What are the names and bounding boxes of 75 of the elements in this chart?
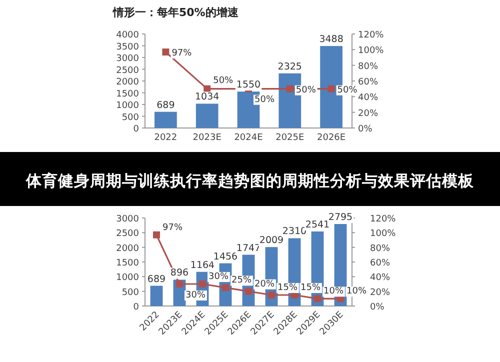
point [245,288,252,295]
y2-tick-label: 80% [370,244,390,254]
data-label: 1747 [236,242,261,254]
point [314,295,321,302]
y2-tick-label: 100% [370,229,396,240]
y-tick-label: 500 [122,112,140,123]
x-tick-label: 2022 [154,133,178,143]
y-tick-label: 2500 [116,66,140,76]
y-tick-label: 0 [133,124,140,134]
data-label: 97% [162,222,183,233]
data-label: 2795 [328,212,353,224]
y-tick-label: 3500 [116,42,140,52]
data-label: 10% [324,286,344,297]
y2-tick-label: 0% [370,302,385,312]
data-label: 3488 [319,34,344,46]
data-label: 15% [278,283,298,293]
y2-tick-label: 20% [358,108,378,119]
data-label: 50% [296,85,316,96]
point [176,280,183,288]
data-label: 2009 [259,235,284,246]
data-label: 97% [172,48,192,59]
bar [154,112,177,128]
y-tick-label: 1000 [116,273,140,284]
y-tick-label: 3000 [116,54,140,64]
data-label: 25% [232,276,252,286]
bar [196,104,218,128]
y2-tick-label: 40% [370,273,390,284]
point [153,231,160,238]
y2-tick-label: 80% [358,62,378,72]
data-label: 30% [186,290,206,300]
y2-tick-label: 100% [358,46,384,56]
y2-tick-label: 60% [370,258,390,268]
data-label: 689 [156,100,175,111]
point [222,284,229,292]
y-tick-label: 1500 [116,89,140,100]
y-tick-label: 1000 [116,101,140,111]
y-tick-label: 2000 [116,244,140,254]
y2-tick-label: 0% [358,124,373,134]
data-label: 1550 [236,80,261,91]
y2-tick-label: 20% [370,288,390,298]
y-tick-label: 3000 [116,214,140,224]
data-label: 50% [254,94,275,105]
y2-tick-label: 120% [370,214,396,224]
x-tick-label: 2025E [276,133,305,143]
bar [150,286,163,306]
data-label: 30% [208,272,229,282]
point [199,280,206,288]
y-tick-label: 2000 [116,78,140,88]
chart-title: 情形一：每年50%的增速 [112,6,240,19]
data-label: 50% [213,76,234,86]
data-label: 689 [147,274,166,285]
y2-tick-label: 60% [358,78,378,88]
data-label: 2310 [282,226,307,238]
y-tick-label: 1500 [116,258,140,268]
x-tick-label: 2024E [234,133,264,143]
point [268,292,275,298]
data-label: 896 [170,268,189,279]
x-tick-label: 2026E [317,133,346,143]
y2-tick-label: 40% [358,93,378,104]
data-label: 2325 [278,61,302,72]
y-tick-label: 2500 [116,229,140,240]
x-tick-label: 2023E [192,133,222,143]
y-tick-label: 500 [122,288,140,298]
data-label: 15% [300,283,321,293]
chart-title: 体育健身周期与训练执行率趋势图的周期性分析与效果评估模板 [25,171,475,190]
data-label: 1034 [195,92,220,103]
data-label: 1456 [213,251,238,262]
data-label: 2541 [305,219,330,230]
data-label: 20% [254,279,275,290]
y-tick-label: 4000 [116,30,140,40]
y2-tick-label: 120% [358,30,384,40]
data-label: 1164 [190,260,215,271]
data-label: 50% [337,85,358,96]
y-tick-label: 0 [133,302,140,312]
data-label: 10% [346,286,367,297]
